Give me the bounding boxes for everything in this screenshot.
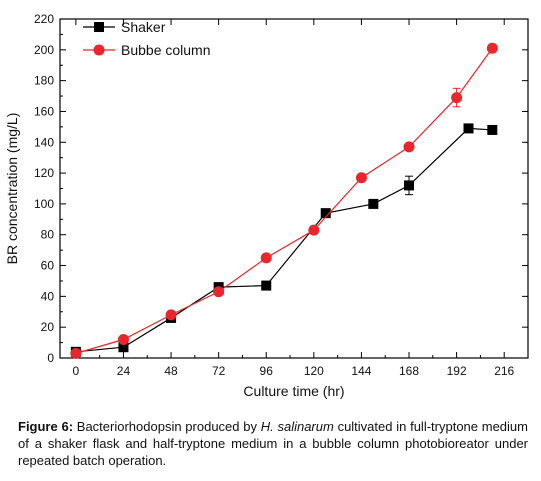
figure-caption: Figure 6: Bacteriorhodopsin produced by …	[18, 418, 528, 469]
legend-marker	[94, 22, 104, 32]
data-point-bubble-column	[165, 309, 177, 321]
caption-text-after: cultivated in full-tryptone medium of a …	[18, 419, 528, 468]
y-tick-label: 20	[41, 320, 55, 334]
y-tick-label: 40	[41, 289, 55, 303]
series-bubble-column	[70, 42, 498, 359]
y-tick-label: 100	[34, 197, 54, 211]
y-tick-label: 160	[34, 104, 54, 118]
legend-item-shaker: Shaker	[83, 19, 166, 35]
x-tick-label: 72	[212, 364, 226, 378]
y-tick-label: 200	[34, 43, 54, 57]
x-tick-label: 216	[494, 364, 514, 378]
legend-label: Bubbe column	[121, 42, 211, 58]
x-tick-label: 144	[351, 364, 371, 378]
caption-label: Figure 6:	[18, 419, 74, 434]
series-line-bubble-column	[75, 47, 493, 354]
legend-item-bubble-column: Bubbe column	[83, 42, 211, 58]
data-point-bubble-column	[308, 224, 320, 236]
data-point-bubble-column	[486, 42, 498, 54]
x-tick-label: 24	[117, 364, 131, 378]
caption-text-before: Bacteriorhodopsin produced by	[73, 419, 261, 434]
data-point-shaker	[404, 180, 415, 191]
y-tick-label: 80	[41, 228, 55, 242]
y-tick-label: 140	[34, 135, 54, 149]
data-point-shaker	[487, 124, 498, 135]
x-tick-label: 120	[304, 364, 324, 378]
x-tick-label: 192	[447, 364, 467, 378]
data-point-shaker	[261, 280, 272, 291]
legend-label: Shaker	[121, 19, 166, 35]
series-line-shaker	[75, 127, 493, 353]
x-tick-label: 0	[73, 364, 80, 378]
data-point-shaker	[118, 342, 129, 353]
data-point-shaker	[463, 123, 474, 134]
series-shaker	[70, 123, 498, 357]
y-tick-label: 180	[34, 74, 54, 88]
x-tick-label: 48	[164, 364, 178, 378]
legend-marker	[93, 44, 105, 56]
data-point-bubble-column	[451, 92, 463, 104]
data-point-shaker	[368, 198, 379, 209]
y-axis-title: BR concentration (mg/L)	[4, 113, 20, 265]
y-tick-label: 220	[34, 12, 54, 26]
x-tick-label: 96	[260, 364, 274, 378]
x-tick-label: 168	[399, 364, 419, 378]
data-point-shaker	[320, 208, 331, 219]
series-layer	[70, 42, 498, 359]
legend: Shaker Bubbe column	[83, 19, 211, 58]
data-point-bubble-column	[260, 252, 272, 264]
line-chart: 0 24 48 72 96 120 144 168 192 216 0 20 40 60 80 100 120 1…	[4, 12, 529, 399]
data-point-bubble-column	[213, 286, 225, 298]
data-point-bubble-column	[355, 172, 367, 184]
caption-organism: H. salinarum	[260, 419, 334, 434]
y-tick-label: 0	[47, 351, 54, 365]
data-point-bubble-column	[403, 141, 415, 153]
data-point-bubble-column	[117, 334, 129, 346]
x-axis-title: Culture time (hr)	[243, 383, 344, 399]
plot-frame	[59, 18, 529, 359]
axes: 0 24 48 72 96 120 144 168 192 216 0 20 40 60 80 100 120 1…	[34, 12, 529, 378]
y-tick-label: 120	[34, 166, 54, 180]
y-tick-label: 60	[41, 259, 55, 273]
data-point-bubble-column	[70, 347, 82, 359]
